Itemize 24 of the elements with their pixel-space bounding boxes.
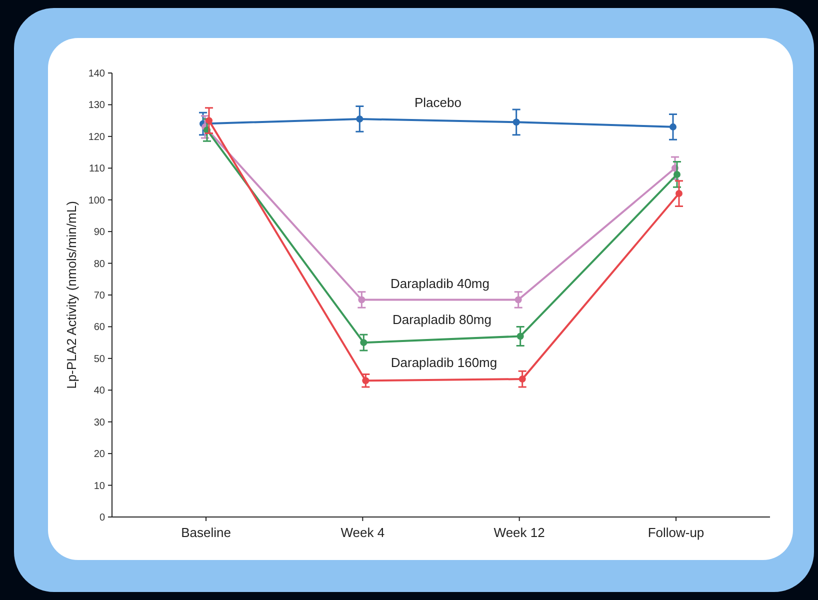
y-tick-label: 0 [99,512,106,524]
y-tick-label: 30 [94,417,106,428]
x-tick-label: Week 4 [340,525,385,540]
y-tick-label: 20 [94,449,106,460]
series-label: Darapladib 80mg [392,312,492,328]
series-label: Placebo [414,94,462,110]
x-tick-label: Follow-up [648,525,704,540]
y-tick-label: 40 [94,386,106,397]
y-tick-label: 100 [88,195,106,206]
x-tick-label: Week 12 [494,525,545,540]
y-tick-label: 60 [94,322,106,334]
x-tick-label: Baseline [181,525,231,540]
y-tick-label: 70 [94,290,106,302]
y-tick-label: 50 [94,354,106,365]
series-label: Darapladib 160mg [390,355,498,370]
y-tick-label: 140 [88,68,106,80]
y-tick-label: 90 [94,227,106,238]
y-tick-label: 120 [88,132,106,143]
y-axis-title: Lp-PLA2 Activity (nmols/min/mL) [64,201,79,389]
y-tick-label: 80 [94,258,106,270]
y-tick-label: 10 [94,480,106,492]
y-tick-label: 110 [89,164,106,175]
series-label: Darapladib 40mg [390,276,490,291]
y-tick-label: 130 [88,100,106,112]
